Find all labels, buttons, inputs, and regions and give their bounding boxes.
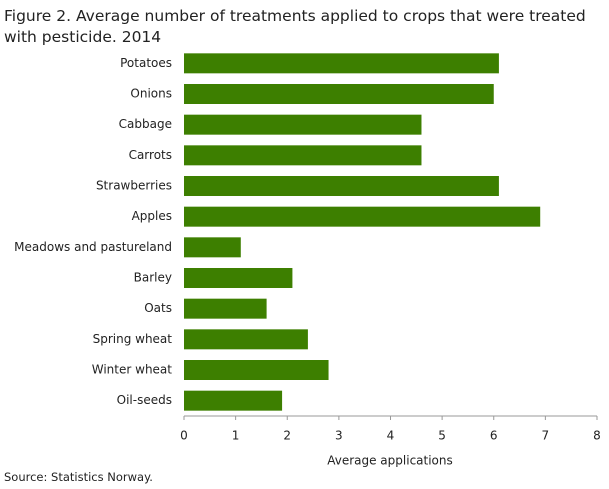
y-tick-label: Spring wheat [93, 332, 173, 346]
bar [184, 360, 329, 380]
bar [184, 206, 541, 227]
bar [184, 176, 499, 196]
y-tick-label: Barley [134, 271, 172, 285]
y-tick-label: Oil-seeds [117, 393, 172, 407]
x-tick-label: 0 [180, 429, 188, 443]
bar [184, 145, 422, 166]
bar [184, 53, 499, 74]
bar [184, 84, 494, 104]
y-tick-label: Carrots [129, 148, 172, 162]
y-tick-label: Strawberries [96, 179, 172, 193]
source: Source: Statistics Norway. [4, 470, 153, 484]
x-tick-label: 6 [490, 429, 498, 443]
y-tick-label: Apples [132, 209, 172, 223]
bar [184, 237, 241, 258]
x-tick-label: 7 [542, 429, 550, 443]
y-tick-label: Potatoes [120, 56, 172, 70]
x-tick-label: 8 [593, 429, 601, 443]
x-axis-label: Average applications [327, 454, 453, 468]
x-tick-label: 5 [438, 429, 446, 443]
y-tick-label: Cabbage [119, 117, 172, 131]
bar [184, 329, 308, 350]
x-tick-label: 2 [283, 429, 291, 443]
bar [184, 390, 283, 411]
bar [184, 114, 422, 135]
bar [184, 268, 293, 288]
chart-title: Figure 2. Average number of treatments a… [4, 7, 586, 46]
x-tick-label: 3 [335, 429, 343, 443]
y-tick-label: Oats [144, 301, 172, 315]
x-tick-label: 1 [232, 429, 240, 443]
bar [184, 298, 267, 319]
y-tick-label: Winter wheat [92, 363, 173, 377]
y-tick-label: Onions [130, 87, 172, 101]
x-tick-label: 4 [387, 429, 395, 443]
y-tick-label: Meadows and pastureland [14, 240, 172, 254]
